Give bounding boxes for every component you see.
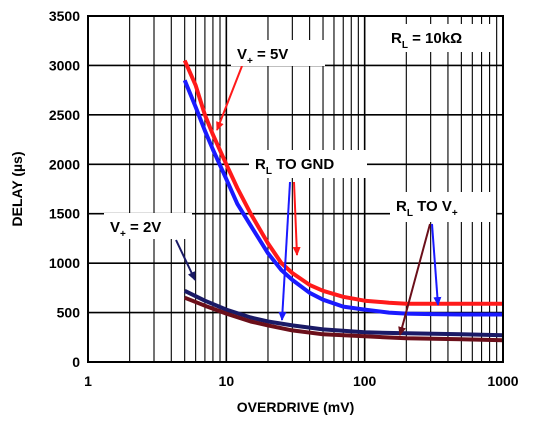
y-tick-label: 2500 [49, 107, 80, 123]
arrow-blue [431, 223, 442, 306]
y-tick-label: 3500 [49, 8, 80, 24]
x-tick-label: 1000 [487, 373, 518, 389]
y-tick-label: 500 [57, 305, 81, 321]
annotation-box-rltov [390, 192, 496, 222]
series-line-navy [183, 289, 504, 338]
annotation-rltov: RL TO V+ [396, 198, 458, 219]
annotation-vplus5: V+ = 5V [237, 46, 288, 67]
plot-frame [87, 15, 504, 363]
annotation-box-vplus2 [104, 213, 192, 239]
annotations: V+ = 5V RL = 10kΩ RL TO GND V+ = 2V RL TO V+ [104, 24, 496, 240]
arrow-red [216, 65, 243, 131]
annotation-rlgnd: RL TO GND [255, 156, 334, 177]
annotation-arrows [175, 65, 442, 336]
arrow-red [292, 181, 301, 256]
grid [88, 16, 503, 362]
annotation-box-rlgnd [249, 150, 367, 178]
annotation-box-rl10k [385, 24, 493, 52]
y-tick-label: 1000 [49, 255, 80, 271]
annotation-vplus2: V+ = 2V [110, 219, 161, 240]
x-axis-title: OVERDRIVE (mV) [237, 399, 354, 415]
x-tick-label: 1 [84, 373, 92, 389]
tick-labels: 1 10 100 1000 0 500 1000 1500 2000 2500 3000 3500 [49, 8, 519, 389]
annotation-box-vplus5 [231, 40, 325, 66]
series-line-maroon [183, 295, 504, 343]
series-line-red [182, 59, 503, 306]
x-tick-label: 100 [353, 373, 377, 389]
arrow-navy [175, 239, 196, 281]
x-tick-label: 10 [219, 373, 235, 389]
y-tick-label: 3000 [49, 57, 80, 73]
arrow-maroon [398, 223, 431, 336]
y-tick-label: 0 [72, 354, 80, 370]
y-tick-label: 1500 [49, 206, 80, 222]
y-tick-label: 2000 [49, 156, 80, 172]
y-axis-title: DELAY (µs) [9, 152, 25, 227]
annotation-rl10k: RL = 10kΩ [391, 30, 462, 51]
arrow-blue [278, 181, 291, 321]
series-layer [182, 59, 504, 343]
series-line-blue [182, 79, 503, 317]
